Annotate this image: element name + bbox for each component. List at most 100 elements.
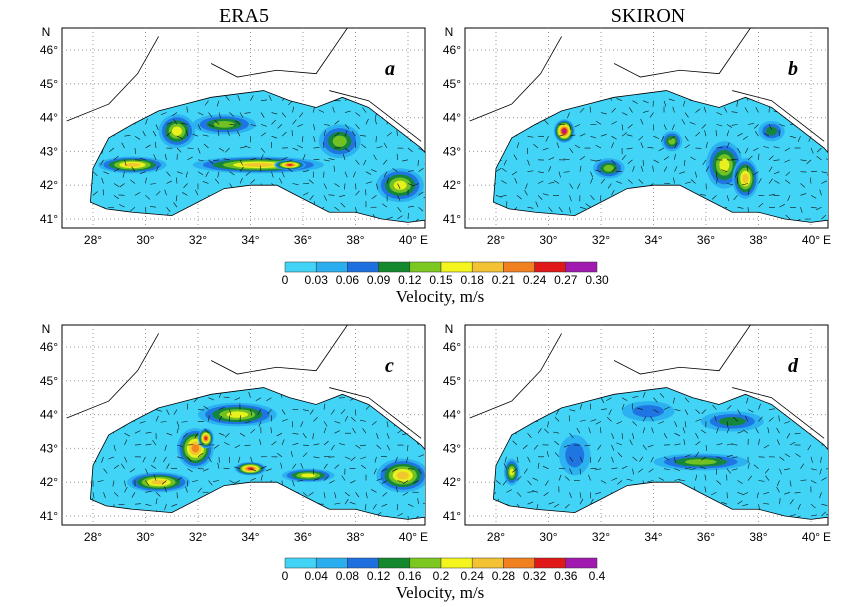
colorbar-tick-label: 0.09 (367, 273, 391, 287)
current-arrow (437, 154, 440, 159)
current-arrow (537, 171, 544, 174)
current-arrow (124, 480, 126, 487)
current-arrow (208, 480, 213, 486)
current-arrow (588, 427, 591, 434)
current-arrow (579, 419, 586, 422)
current-arrow (365, 492, 368, 499)
current-arrow (166, 432, 173, 436)
current-arrow (97, 480, 104, 482)
current-arrow (155, 498, 158, 505)
sea-outline (89, 90, 425, 223)
current-arrow (673, 397, 675, 404)
current-arrow (323, 124, 330, 126)
current-arrow (647, 444, 654, 448)
current-arrow (223, 396, 230, 398)
current-arrow (260, 147, 266, 153)
current-arrow (351, 131, 356, 137)
current-arrow (271, 112, 278, 115)
current-arrow (621, 155, 627, 161)
lon-tick-label: 28° (487, 233, 505, 247)
current-arrow (365, 171, 372, 175)
column-title: ERA5 (219, 5, 269, 27)
current-arrow (334, 132, 340, 137)
current-arrow (837, 421, 842, 424)
velocity-field (90, 387, 439, 520)
current-arrow (616, 98, 623, 101)
lat-tick-label: 43° (443, 441, 461, 455)
current-arrow (843, 465, 848, 468)
current-arrow (726, 183, 733, 185)
current-arrow (653, 409, 659, 413)
current-arrow (621, 433, 624, 440)
current-arrow (407, 183, 414, 187)
current-arrow (397, 513, 404, 517)
current-arrow (684, 467, 691, 469)
velocity-blob (632, 405, 664, 418)
current-arrow (841, 475, 842, 481)
colorbar-swatch (284, 261, 317, 273)
current-arrow (569, 468, 573, 475)
current-arrow (145, 443, 152, 446)
current-arrow (747, 155, 753, 161)
current-arrow (313, 136, 316, 143)
colorbar-tick-label: 0.24 (461, 569, 485, 583)
current-arrow (621, 397, 628, 401)
current-arrow (673, 177, 675, 184)
current-arrow (506, 489, 512, 493)
current-arrow (396, 130, 398, 137)
current-arrow (607, 416, 612, 422)
current-arrow (330, 444, 335, 451)
current-arrow (763, 492, 770, 495)
current-arrow (621, 403, 625, 410)
current-arrow (701, 409, 707, 414)
current-arrow (402, 492, 409, 496)
current-arrow (386, 421, 389, 428)
current-arrow (627, 179, 633, 184)
current-arrow (313, 443, 320, 446)
colorbar-tick-label: 0.12 (398, 273, 422, 287)
current-arrow (152, 439, 157, 446)
lat-tick-label: 43° (443, 144, 461, 158)
current-arrow (124, 159, 127, 166)
current-arrow (302, 492, 308, 497)
lon-tick-label: 32° (189, 233, 207, 247)
colorbar-swatch (471, 261, 504, 273)
current-arrow (281, 409, 286, 415)
map-panel: 46° 45° 44° 43° 42° 41° 28° 30° 32° 34° 36° 38° 40° N… (40, 322, 439, 544)
colorbar-tick-label: 0.36 (554, 569, 578, 583)
lon-tick-label: 38° (749, 233, 767, 247)
current-arrow (250, 124, 257, 127)
current-arrow (789, 499, 794, 505)
current-arrow (434, 442, 439, 445)
current-arrow (160, 421, 167, 423)
current-arrow (193, 397, 199, 403)
current-arrow (218, 112, 221, 119)
current-arrow (260, 99, 267, 101)
colorbar-swatch (315, 261, 348, 273)
current-arrow (826, 171, 828, 176)
current-arrow (684, 159, 686, 166)
current-arrow (779, 498, 781, 505)
coastline (66, 325, 422, 439)
current-arrow (139, 171, 146, 175)
current-arrow (810, 195, 817, 199)
current-arrow (653, 397, 658, 403)
current-arrow (611, 159, 616, 165)
colorbar-swatch (284, 557, 317, 569)
current-arrow (674, 443, 681, 446)
current-arrow (832, 191, 836, 196)
current-arrow (386, 132, 392, 137)
current-arrow (776, 480, 780, 487)
current-arrow (716, 427, 719, 434)
current-arrow (611, 477, 618, 481)
current-arrow (417, 159, 419, 166)
current-arrow (145, 491, 152, 493)
current-arrow (638, 179, 644, 184)
current-arrow (360, 134, 367, 137)
colorbar-tick-label: 0.03 (305, 273, 329, 287)
current-arrow (436, 107, 439, 112)
current-arrow (832, 499, 836, 504)
current-arrow (569, 409, 576, 412)
current-arrow (785, 179, 791, 184)
current-arrow (527, 135, 534, 138)
